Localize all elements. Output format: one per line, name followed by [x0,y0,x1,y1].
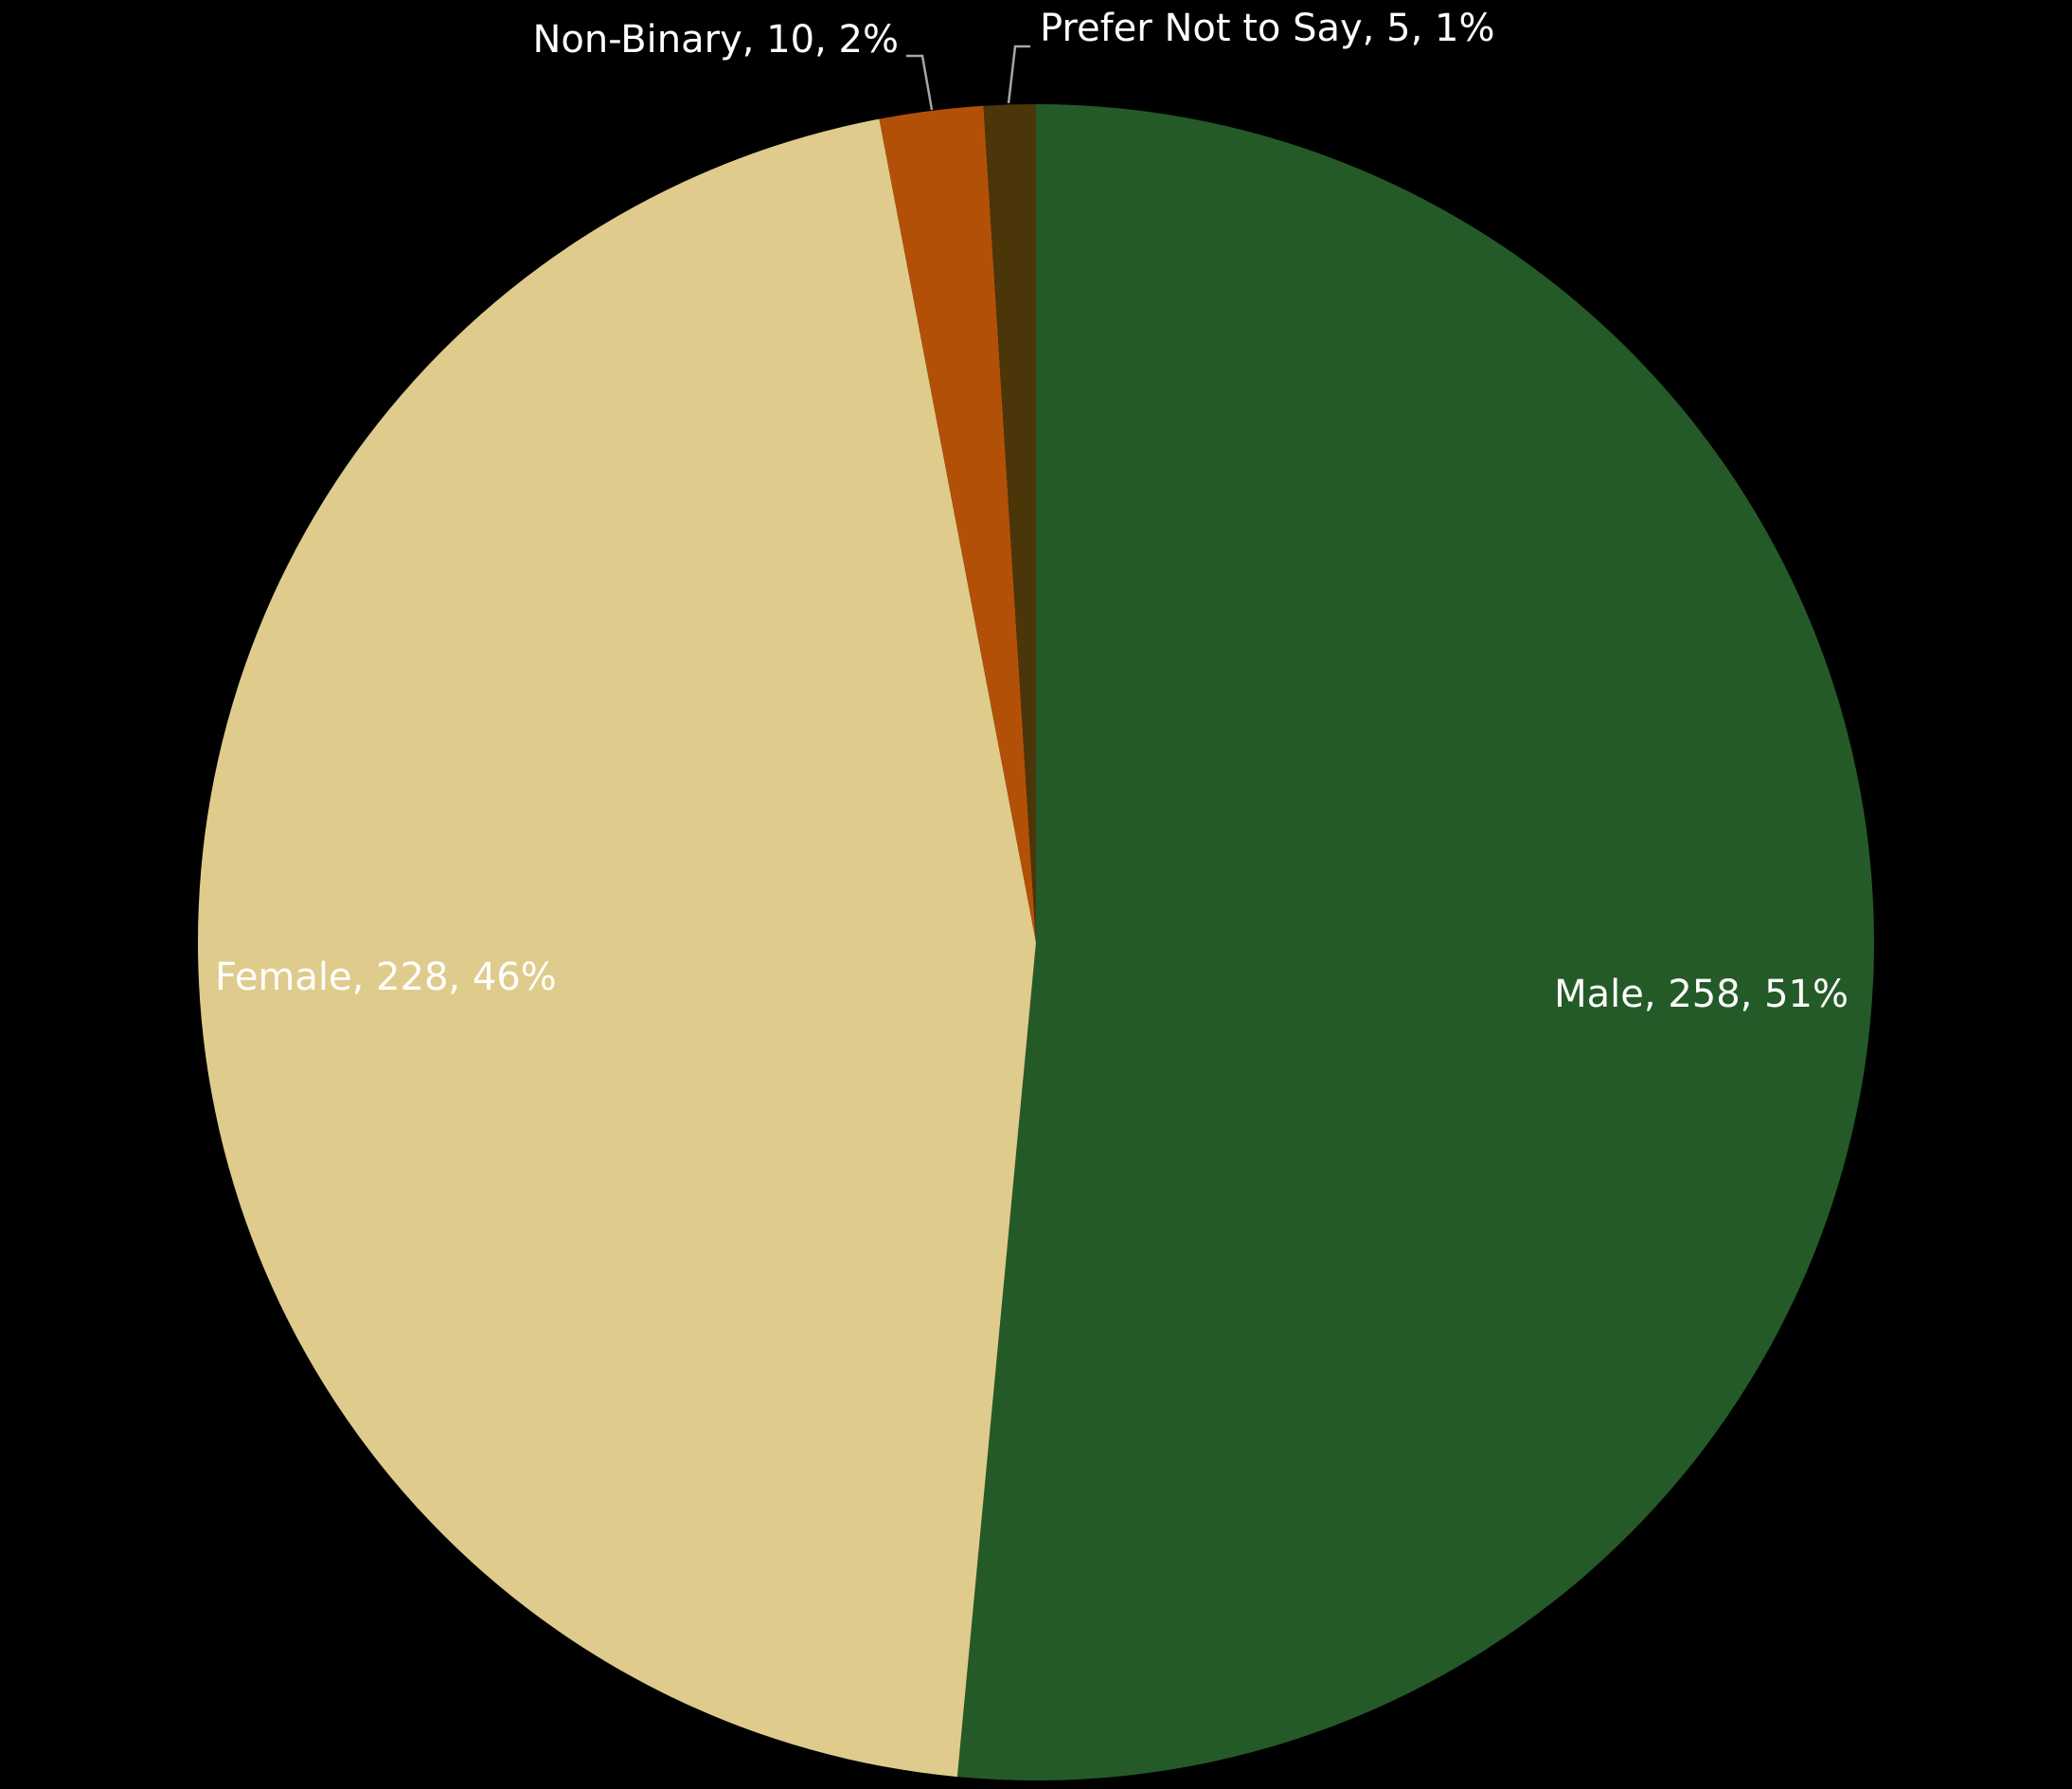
data-label: Non-Binary, 10, 2% [532,18,899,62]
pie-slice [879,105,1036,942]
pie-slice [956,104,1874,1780]
leader-line [906,54,934,111]
pie-slice [197,118,1036,1778]
leader-line [1007,45,1030,104]
pie-slice [983,104,1036,942]
data-label: Male, 258, 51% [1554,973,1849,1016]
data-label: Prefer Not to Say, 5, 1% [1040,7,1494,50]
data-label: Female, 228, 46% [215,956,557,999]
